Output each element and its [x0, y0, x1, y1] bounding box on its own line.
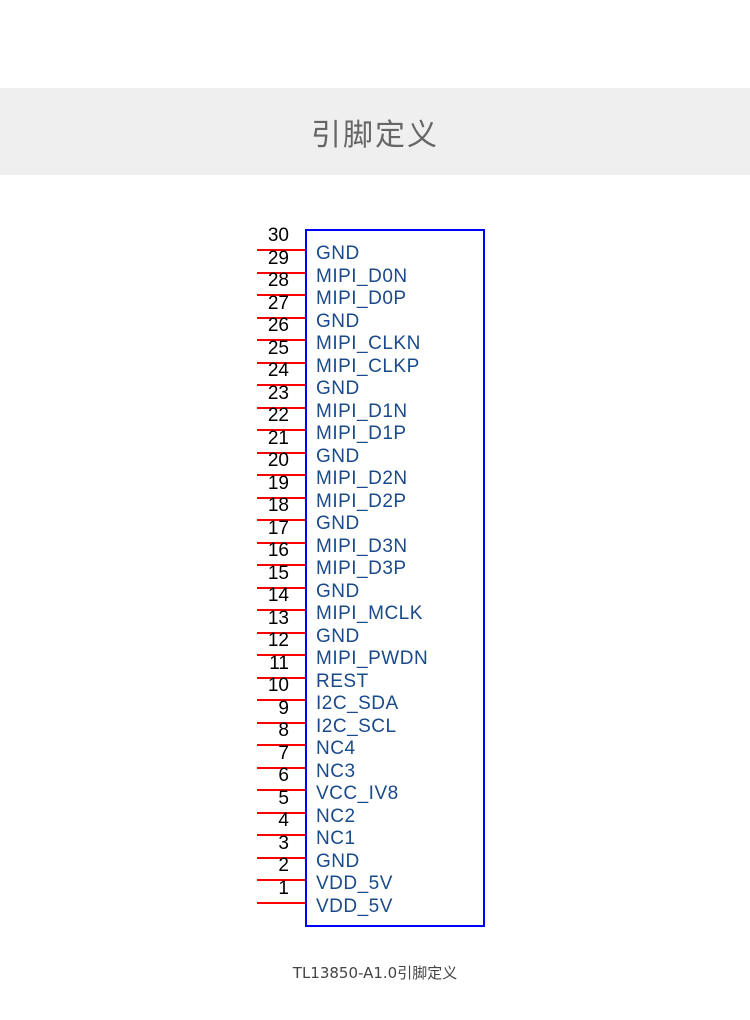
pin-number: 9	[278, 697, 289, 719]
page-title: 引脚定义	[311, 117, 439, 153]
pin-number: 4	[278, 810, 289, 831]
pin-line	[257, 744, 305, 746]
pin-line	[257, 541, 305, 544]
pin-label: GND	[316, 445, 360, 467]
title-banner: 引脚定义	[0, 88, 750, 175]
pin-label: MIPI_D2N	[316, 468, 408, 489]
pin-label: MIPI_D2P	[316, 490, 407, 512]
pin-line	[257, 249, 305, 251]
pin-number: 22	[267, 405, 289, 426]
pin-line	[257, 766, 305, 769]
pin-line	[257, 339, 305, 341]
pin-label: NC4	[316, 738, 356, 759]
pin-label: MIPI_D3N	[316, 535, 408, 557]
connector-box	[305, 229, 485, 927]
pin-line	[257, 564, 305, 566]
pin-line	[257, 834, 305, 836]
pin-label: GND	[316, 243, 360, 264]
pin-label: NC3	[316, 760, 356, 782]
pin-number: 12	[267, 630, 289, 651]
pin-label: GND	[316, 580, 360, 602]
pin-number: 20	[267, 450, 289, 471]
pin-label: GND	[316, 378, 360, 399]
pin-line	[257, 879, 305, 881]
pin-label: GND	[316, 310, 360, 332]
pin-number: 15	[267, 562, 289, 584]
pin-number: 7	[278, 742, 289, 764]
pin-label: MIPI_PWDN	[316, 648, 429, 669]
pin-number: 23	[267, 382, 289, 404]
pin-number: 24	[267, 360, 289, 381]
pin-label: NC2	[316, 805, 356, 827]
pin-label: I2C_SDA	[316, 693, 399, 714]
pin-label: MIPI_D0P	[316, 288, 407, 309]
pin-line	[257, 789, 305, 791]
pin-number: 1	[278, 877, 289, 899]
pin-label: REST	[316, 670, 369, 692]
pin-number: 14	[267, 585, 289, 606]
pin-number: 10	[267, 675, 289, 696]
pin-line	[257, 699, 305, 701]
pin-label: GND	[316, 513, 360, 534]
pin-line	[257, 631, 305, 634]
pin-number: 19	[267, 472, 289, 494]
pin-number: 18	[267, 495, 289, 516]
pin-line	[257, 856, 305, 859]
pin-label: MIPI_CLKN	[316, 333, 421, 354]
pin-label: MIPI_D0N	[316, 265, 408, 287]
pin-number: 13	[267, 607, 289, 629]
pin-line	[257, 474, 305, 476]
pin-number: 11	[269, 652, 289, 674]
pin-label: MIPI_CLKP	[316, 355, 420, 377]
pin-label: NC1	[316, 828, 356, 849]
pin-number: 16	[267, 540, 289, 561]
pin-line	[257, 676, 305, 679]
pin-label: MIPI_D3P	[316, 558, 407, 579]
pin-line	[257, 384, 305, 386]
pin-label: MIPI_D1N	[316, 400, 408, 422]
pin-line	[257, 429, 305, 431]
pin-number: 2	[278, 855, 289, 876]
pin-number: 30	[267, 225, 289, 246]
pin-line	[257, 901, 305, 904]
pin-label: I2C_SCL	[316, 715, 397, 737]
pin-number: 21	[267, 427, 289, 449]
pin-number: 17	[267, 517, 289, 539]
pin-line	[257, 496, 305, 499]
pin-label: MIPI_D1P	[316, 423, 407, 444]
pin-number: 25	[267, 337, 289, 359]
pin-line	[257, 406, 305, 409]
pin-label: GND	[316, 850, 360, 872]
pin-number: 27	[267, 292, 289, 314]
pin-number: 28	[267, 270, 289, 291]
pin-line	[257, 361, 305, 364]
pin-line	[257, 609, 305, 611]
pin-number: 26	[267, 315, 289, 336]
pin-line	[257, 294, 305, 296]
pin-label: MIPI_MCLK	[316, 603, 423, 624]
pin-line	[257, 451, 305, 454]
pin-line	[257, 654, 305, 656]
pin-number: 3	[278, 832, 289, 854]
pin-line	[257, 811, 305, 814]
caption: TL13850-A1.0引脚定义	[292, 964, 458, 982]
pin-number: 29	[267, 247, 289, 269]
pin-line	[257, 271, 305, 274]
pin-line	[257, 519, 305, 521]
pin-number: 8	[278, 720, 289, 741]
pin-line	[257, 586, 305, 589]
pin-number: 5	[278, 787, 289, 809]
pin-label: VCC_IV8	[316, 783, 399, 804]
pin-label: VDD_5V	[316, 895, 393, 917]
pin-label: VDD_5V	[316, 873, 393, 894]
pin-label: GND	[316, 625, 360, 647]
pin-line	[257, 316, 305, 319]
pin-line	[257, 721, 305, 724]
pin-number: 6	[278, 765, 289, 786]
